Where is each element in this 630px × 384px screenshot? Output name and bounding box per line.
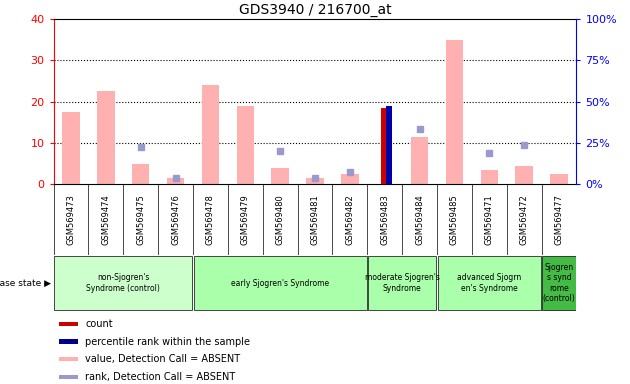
Text: rank, Detection Call = ABSENT: rank, Detection Call = ABSENT — [86, 372, 236, 382]
Text: GSM569479: GSM569479 — [241, 194, 249, 245]
Bar — [368, 257, 437, 310]
Bar — [54, 257, 192, 310]
Bar — [167, 178, 185, 184]
Bar — [411, 137, 428, 184]
Text: GSM569474: GSM569474 — [101, 194, 110, 245]
Text: GSM569473: GSM569473 — [67, 194, 76, 245]
Text: GSM569477: GSM569477 — [554, 194, 563, 245]
Bar — [515, 166, 533, 184]
Text: GSM569472: GSM569472 — [520, 194, 529, 245]
Bar — [446, 40, 463, 184]
Text: GSM569481: GSM569481 — [311, 194, 319, 245]
Text: percentile rank within the sample: percentile rank within the sample — [86, 337, 251, 347]
Text: GSM569482: GSM569482 — [345, 194, 354, 245]
Bar — [341, 174, 358, 184]
Text: count: count — [86, 319, 113, 329]
Bar — [202, 85, 219, 184]
Bar — [551, 174, 568, 184]
Text: non-Sjogren's
Syndrome (control): non-Sjogren's Syndrome (control) — [86, 273, 160, 293]
Text: value, Detection Call = ABSENT: value, Detection Call = ABSENT — [86, 354, 241, 364]
Bar — [59, 357, 77, 361]
Bar — [272, 168, 289, 184]
Text: GSM569475: GSM569475 — [136, 194, 145, 245]
Bar — [306, 178, 324, 184]
Title: GDS3940 / 216700_at: GDS3940 / 216700_at — [239, 3, 391, 17]
Bar — [132, 164, 149, 184]
Text: GSM569483: GSM569483 — [381, 194, 389, 245]
Bar — [386, 106, 392, 184]
Bar — [59, 339, 77, 344]
Text: GSM569471: GSM569471 — [485, 194, 494, 245]
Bar — [193, 257, 367, 310]
Text: GSM569476: GSM569476 — [171, 194, 180, 245]
Bar — [97, 91, 115, 184]
Bar — [59, 374, 77, 379]
Text: Sjogren
s synd
rome
(control): Sjogren s synd rome (control) — [542, 263, 575, 303]
Text: GSM569478: GSM569478 — [206, 194, 215, 245]
Bar — [542, 257, 576, 310]
Bar — [62, 112, 79, 184]
Bar — [59, 322, 77, 326]
Text: GSM569480: GSM569480 — [276, 194, 285, 245]
Text: GSM569484: GSM569484 — [415, 194, 424, 245]
Bar — [237, 106, 254, 184]
Text: GSM569485: GSM569485 — [450, 194, 459, 245]
Bar — [438, 257, 541, 310]
Text: advanced Sjogrn
en's Syndrome: advanced Sjogrn en's Syndrome — [457, 273, 522, 293]
Text: early Sjogren's Syndrome: early Sjogren's Syndrome — [231, 279, 329, 288]
Text: moderate Sjogren's
Syndrome: moderate Sjogren's Syndrome — [365, 273, 440, 293]
Bar — [481, 170, 498, 184]
Bar — [381, 108, 389, 184]
Text: disease state ▶: disease state ▶ — [0, 279, 51, 288]
